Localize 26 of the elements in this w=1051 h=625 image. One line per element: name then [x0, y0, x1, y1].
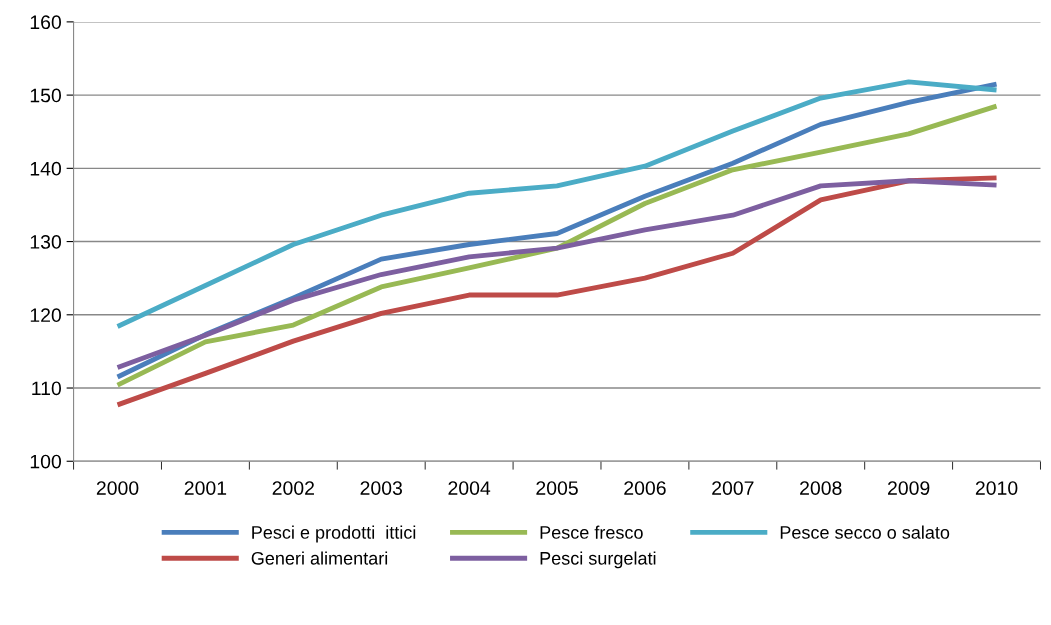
- x-tick-label: 2003: [360, 481, 402, 495]
- x-tick-label: 2005: [536, 481, 578, 495]
- legend-label: Pesci e prodotti ittici: [252, 525, 416, 543]
- x-tick-label: 2001: [184, 481, 227, 495]
- x-tick-label: 2008: [800, 481, 842, 495]
- x-tick-label: 2007: [712, 481, 754, 495]
- x-tick-label: 2010: [975, 481, 1018, 495]
- x-tick-label: 2004: [448, 481, 491, 495]
- x-tick-label: 2009: [887, 481, 930, 495]
- line-series: [115, 79, 999, 329]
- y-tick-label: 140: [30, 161, 62, 176]
- legend-label: Pesci surgelati: [540, 551, 656, 569]
- x-tick-label: 2006: [624, 481, 666, 495]
- y-tick-label: 100: [30, 454, 62, 469]
- line-series: [115, 178, 999, 370]
- legend-label: Pesce fresco: [540, 525, 643, 539]
- line-series: [115, 175, 999, 408]
- legend-label: Generi alimentari: [251, 551, 388, 565]
- y-tick-label: 110: [32, 381, 62, 396]
- y-tick-label: 130: [30, 235, 62, 249]
- y-tick-label: 150: [30, 88, 62, 103]
- x-tick-label: 2000: [96, 481, 139, 495]
- legend-label: Pesce secco o salato: [780, 525, 950, 539]
- y-tick-label: 160: [30, 15, 62, 30]
- x-tick-label: 2002: [272, 481, 314, 495]
- y-tick-label: 120: [30, 308, 62, 323]
